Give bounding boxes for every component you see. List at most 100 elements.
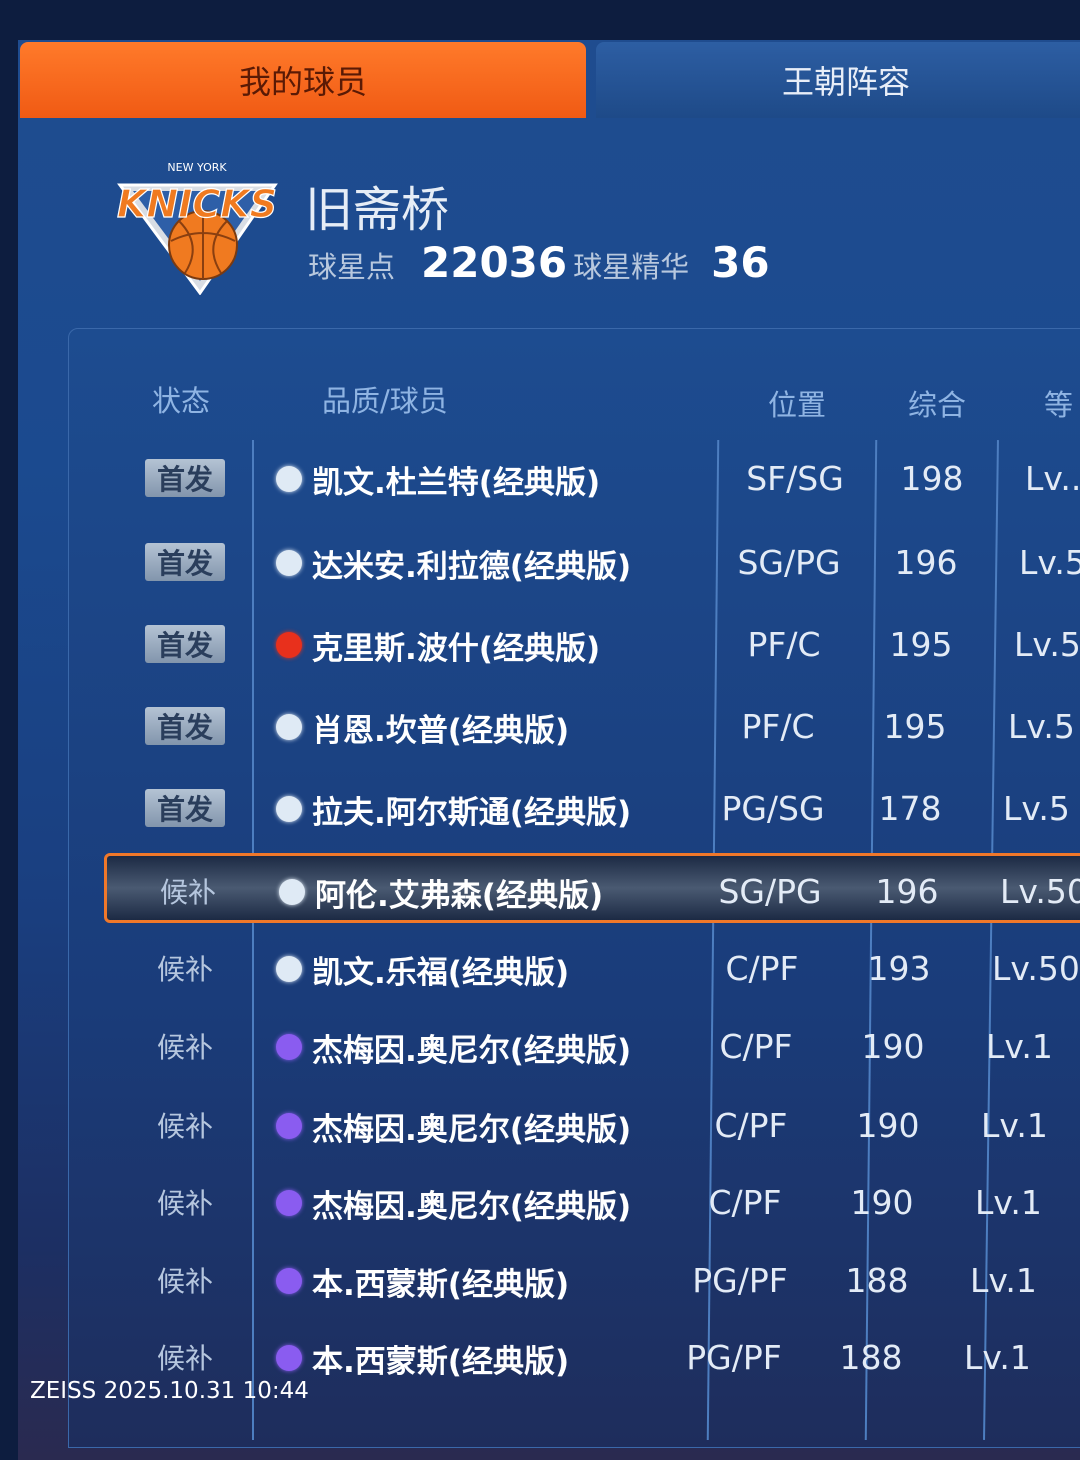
player-overall: 188 [839,1338,903,1377]
tab-dynasty-lineup[interactable]: 王朝阵容 [596,42,1080,118]
column-header-status: 状态 [152,384,211,418]
status-badge: 候补 [156,953,213,986]
quality-white-icon [279,879,305,905]
player-row[interactable]: 候补 凯文.乐福(经典版) C/PF 193 Lv.50 [0,933,1080,1003]
tab-my-players[interactable]: 我的球员 [20,42,586,118]
quality-purple-icon [276,1268,302,1294]
player-overall: 198 [900,459,964,498]
status-badge: 候补 [156,1342,213,1375]
player-position: C/PF [719,1027,793,1066]
player-row[interactable]: 首发 凯文.杜兰特(经典版) SF/SG 198 Lv.. [0,443,1080,513]
status-badge: 首发 [145,543,225,581]
player-row[interactable]: 候补 杰梅因.奥尼尔(经典版) C/PF 190 Lv.1 [0,1011,1080,1081]
player-level: Lv.50 [992,949,1080,988]
player-overall: 190 [861,1027,925,1066]
player-level: Lv.1 [964,1338,1031,1377]
player-name: 肖恩.坎普(经典版) [312,713,570,749]
camera-watermark: ZEISS 2025.10.31 10:44 [30,1378,309,1404]
player-name: 克里斯.波什(经典版) [312,631,601,667]
player-position: SF/SG [746,459,844,498]
quality-white-icon [276,956,302,982]
player-name: 拉夫.阿尔斯通(经典版) [312,795,632,831]
player-overall: 178 [878,789,942,828]
status-badge: 候补 [156,1110,213,1143]
player-row-selected[interactable]: 候补 阿伦.艾弗森(经典版) SG/PG 196 Lv.50 [104,853,1080,923]
player-position: SG/PG [718,872,822,911]
status-badge: 首发 [145,789,225,827]
player-overall: 196 [875,872,939,911]
player-overall: 188 [845,1261,909,1300]
player-name: 凯文.乐福(经典版) [312,955,570,991]
column-header-player: 品质/球员 [322,384,448,418]
svg-text:KNICKS: KNICKS [117,182,277,226]
star-points-value: 22036 [421,238,568,287]
player-position: PF/C [747,625,821,664]
player-level: Lv.5 [1014,625,1080,664]
star-essence-label: 球星精华 [573,250,690,284]
star-points-label: 球星点 [308,250,396,284]
team-name: 旧斋桥 [305,182,450,238]
player-level: Lv.5 [1019,543,1080,582]
player-overall: 190 [850,1183,914,1222]
player-level: Lv.. [1025,459,1080,498]
player-level: Lv.5 [1008,707,1075,746]
player-level: Lv.1 [975,1183,1042,1222]
player-overall: 190 [856,1106,920,1145]
status-badge: 首发 [145,625,225,663]
player-name: 阿伦.艾弗森(经典版) [315,878,604,914]
player-level: Lv.1 [970,1261,1037,1300]
player-row[interactable]: 候补 本.西蒙斯(经典版) PG/PF 188 Lv.1 [0,1322,1080,1392]
player-row[interactable]: 首发 达米安.利拉德(经典版) SG/PG 196 Lv.5 [0,527,1080,597]
column-header-level: 等 [1044,388,1074,422]
quality-white-icon [276,466,302,492]
player-overall: 196 [894,543,958,582]
player-row[interactable]: 候补 杰梅因.奥尼尔(经典版) C/PF 190 Lv.1 [0,1167,1080,1237]
quality-white-icon [276,550,302,576]
status-badge: 候补 [159,876,216,909]
player-row[interactable]: 首发 肖恩.坎普(经典版) PF/C 195 Lv.5 [0,691,1080,761]
player-position: C/PF [714,1106,788,1145]
player-position: PG/PF [692,1261,788,1300]
player-position: SG/PG [737,543,841,582]
star-essence-value: 36 [711,238,770,287]
player-position: C/PF [725,949,799,988]
player-row[interactable]: 候补 杰梅因.奥尼尔(经典版) C/PF 190 Lv.1 [0,1090,1080,1160]
player-position: PG/PF [686,1338,782,1377]
player-level: Lv.1 [981,1106,1048,1145]
player-position: PF/C [741,707,815,746]
player-level: Lv.50 [1000,872,1080,911]
knicks-logo-icon: KNICKS NEW YORK [116,161,278,295]
player-level: Lv.5 [1003,789,1070,828]
status-badge: 首发 [145,459,225,497]
player-overall: 195 [889,625,953,664]
quality-purple-icon [276,1345,302,1371]
player-position: PG/SG [721,789,825,828]
player-overall: 195 [883,707,947,746]
player-row[interactable]: 首发 拉夫.阿尔斯通(经典版) PG/SG 178 Lv.5 [0,773,1080,843]
player-position: C/PF [708,1183,782,1222]
quality-white-icon [276,714,302,740]
quality-purple-icon [276,1034,302,1060]
status-badge: 候补 [156,1265,213,1298]
player-name: 凯文.杜兰特(经典版) [312,465,601,501]
currency-stats: 球星点 22036 球星精华 36 [308,238,776,287]
quality-white-icon [276,796,302,822]
quality-red-icon [276,632,302,658]
column-divider [252,440,254,1440]
quality-purple-icon [276,1113,302,1139]
column-header-overall: 综合 [908,388,967,422]
status-badge: 候补 [156,1187,213,1220]
column-header-position: 位置 [768,388,827,422]
player-name: 杰梅因.奥尼尔(经典版) [312,1112,632,1148]
quality-purple-icon [276,1190,302,1216]
player-name: 达米安.利拉德(经典版) [312,549,632,585]
player-overall: 193 [867,949,931,988]
player-name: 本.西蒙斯(经典版) [312,1344,570,1380]
player-name: 杰梅因.奥尼尔(经典版) [312,1033,632,1069]
player-level: Lv.1 [986,1027,1053,1066]
svg-text:NEW YORK: NEW YORK [167,161,227,174]
player-row[interactable]: 候补 本.西蒙斯(经典版) PG/PF 188 Lv.1 [0,1245,1080,1315]
player-name: 杰梅因.奥尼尔(经典版) [312,1189,632,1225]
player-name: 本.西蒙斯(经典版) [312,1267,570,1303]
player-row[interactable]: 首发 克里斯.波什(经典版) PF/C 195 Lv.5 [0,609,1080,679]
